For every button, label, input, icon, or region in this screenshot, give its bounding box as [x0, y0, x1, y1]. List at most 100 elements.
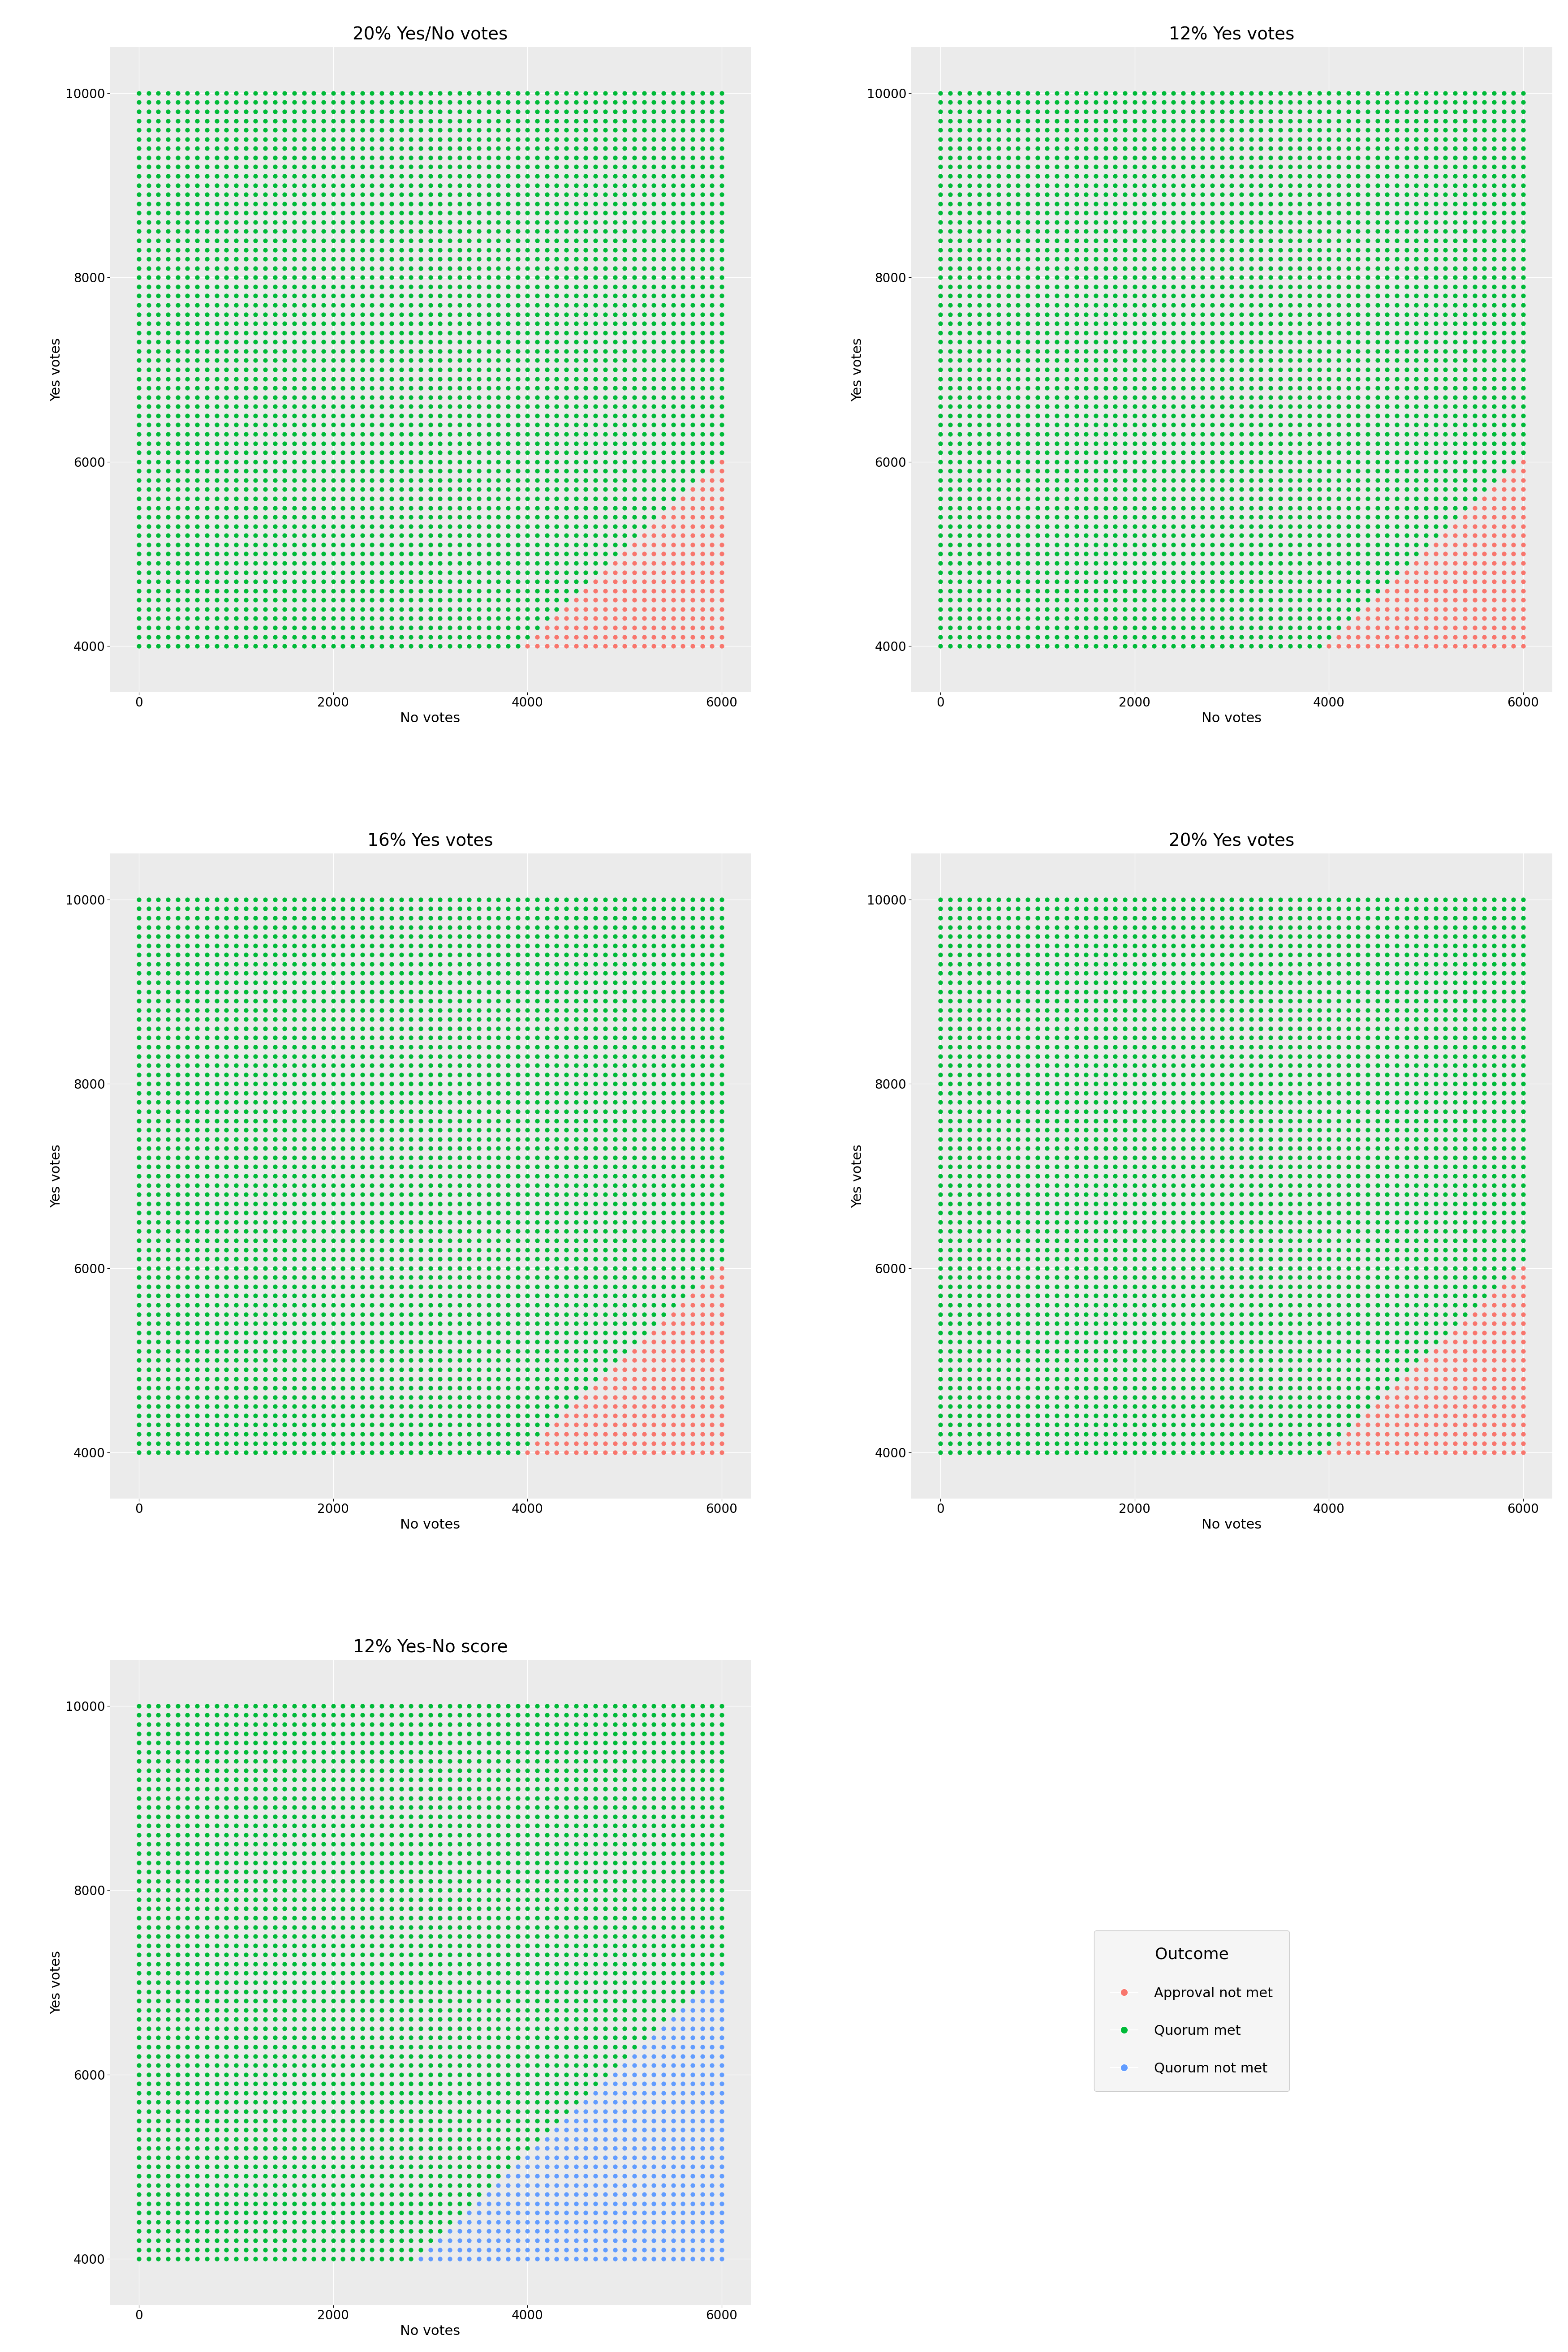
Point — [310, 936, 336, 974]
Point — [593, 268, 618, 306]
Point — [535, 480, 560, 517]
Point — [671, 1056, 696, 1094]
Point — [1209, 1195, 1234, 1232]
Point — [1287, 1157, 1312, 1195]
Point — [1297, 1037, 1322, 1075]
Point — [1364, 1101, 1389, 1138]
Point — [505, 407, 530, 445]
Point — [1258, 1084, 1283, 1122]
Point — [1239, 517, 1264, 555]
Point — [956, 332, 982, 369]
Point — [1424, 1138, 1449, 1176]
Point — [398, 2204, 423, 2241]
Point — [417, 341, 442, 379]
Point — [155, 85, 180, 122]
Point — [583, 2018, 608, 2056]
Point — [1035, 1056, 1060, 1094]
Point — [398, 85, 423, 122]
Point — [593, 1204, 618, 1242]
Point — [340, 1406, 365, 1444]
Point — [602, 186, 627, 223]
Point — [477, 313, 502, 350]
Point — [1327, 1324, 1352, 1362]
Point — [1385, 1369, 1410, 1406]
Point — [1413, 1296, 1438, 1334]
Point — [632, 139, 657, 176]
Point — [947, 92, 972, 129]
Point — [1375, 1065, 1400, 1103]
Point — [535, 1806, 560, 1844]
Point — [486, 268, 511, 306]
Point — [398, 1148, 423, 1185]
Point — [273, 1305, 298, 1343]
Point — [437, 1771, 463, 1809]
Point — [574, 1037, 599, 1075]
Point — [1112, 129, 1137, 167]
Point — [1160, 158, 1185, 195]
Point — [282, 1743, 307, 1780]
Point — [310, 1945, 336, 1983]
Point — [1239, 313, 1264, 350]
Point — [146, 1733, 171, 1771]
Point — [368, 287, 394, 325]
Point — [622, 543, 648, 581]
Point — [1317, 1185, 1342, 1223]
Point — [947, 397, 972, 435]
Point — [1014, 470, 1040, 508]
Point — [204, 1037, 229, 1075]
Point — [428, 2157, 453, 2194]
Point — [651, 1724, 676, 1762]
Point — [398, 1983, 423, 2020]
Point — [389, 1331, 414, 1369]
Point — [671, 1907, 696, 1945]
Point — [1394, 990, 1419, 1028]
Point — [1005, 195, 1030, 233]
Point — [1054, 369, 1079, 407]
Point — [1190, 1037, 1215, 1075]
Point — [155, 350, 180, 388]
Point — [1190, 101, 1215, 139]
Point — [622, 1762, 648, 1799]
Point — [1054, 1359, 1079, 1397]
Point — [428, 2002, 453, 2039]
Point — [243, 1176, 268, 1214]
Point — [331, 1705, 356, 1743]
Point — [417, 1955, 442, 1992]
Point — [466, 1397, 491, 1435]
Point — [525, 148, 550, 186]
Point — [583, 1406, 608, 1444]
Point — [1345, 1056, 1370, 1094]
Point — [966, 1204, 991, 1242]
Point — [583, 1891, 608, 1929]
Point — [602, 332, 627, 369]
Point — [379, 1872, 405, 1910]
Point — [389, 609, 414, 647]
Point — [554, 1992, 579, 2030]
Point — [368, 407, 394, 445]
Point — [224, 517, 249, 555]
Point — [350, 609, 375, 647]
Point — [1491, 1000, 1516, 1037]
Point — [282, 964, 307, 1002]
Point — [165, 2138, 190, 2176]
Point — [671, 202, 696, 240]
Point — [1123, 489, 1148, 527]
Point — [224, 1249, 249, 1287]
Point — [602, 1797, 627, 1835]
Point — [310, 1148, 336, 1185]
Point — [398, 946, 423, 983]
Point — [632, 1863, 657, 1900]
Point — [602, 2103, 627, 2140]
Point — [477, 423, 502, 461]
Point — [456, 489, 481, 527]
Point — [146, 536, 171, 574]
Point — [185, 1120, 210, 1157]
Point — [632, 619, 657, 656]
Point — [1074, 296, 1099, 334]
Point — [437, 1296, 463, 1334]
Point — [486, 2018, 511, 2056]
Point — [417, 221, 442, 259]
Point — [1306, 470, 1331, 508]
Point — [456, 628, 481, 666]
Point — [947, 369, 972, 407]
